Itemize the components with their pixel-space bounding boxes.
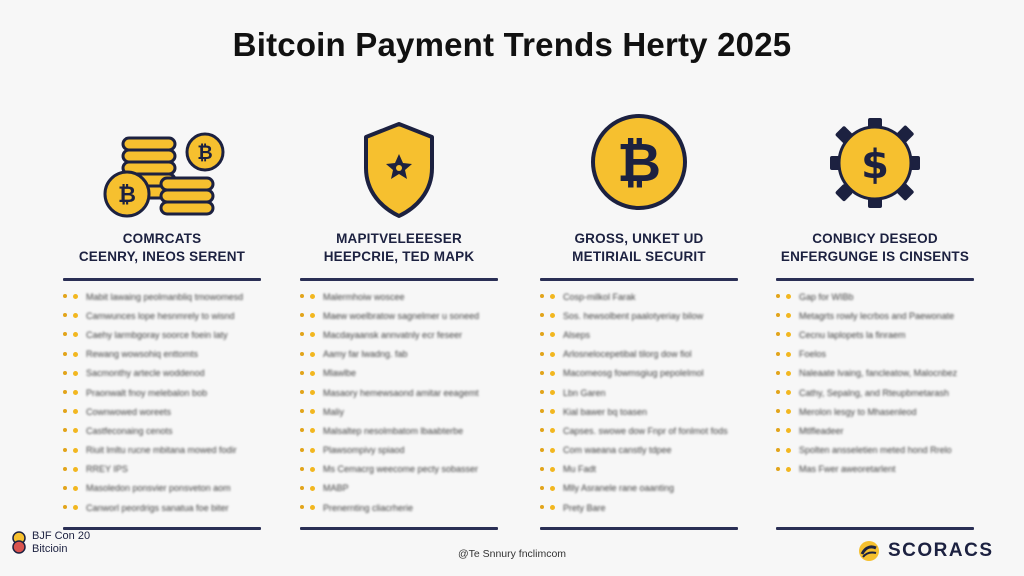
list-item: RREY IPS	[63, 460, 261, 479]
list-item: MABP	[300, 479, 498, 498]
list-item: Riuit lmltu rucne mbitana mowed fodir	[63, 441, 261, 460]
footer-left-line-2: Bitcioin	[32, 543, 68, 555]
heading-line-1: CONBICY DESEOD	[812, 231, 938, 246]
list-item: Spolten ansseletien meted hond Rrelo	[776, 441, 974, 460]
svg-text:₿: ₿	[617, 131, 661, 194]
item-list: Mabit lawaing peolmanbliq tmowomesd Camw…	[63, 287, 261, 517]
brand-name: SCORACS	[888, 540, 994, 561]
badge-icon	[12, 531, 26, 554]
list-item: Maew woelbratow sagnelmer u soneed	[300, 306, 498, 325]
shield-icon	[300, 110, 498, 228]
list-item: Mtlfleadeer	[776, 421, 974, 440]
heading-line-2: HEEPCRIE, TED MAPK	[323, 249, 475, 264]
footer-left-logo: BJF Con 20 Bitcioin	[10, 530, 90, 556]
list-item: Prenernting cliacrherie	[300, 498, 498, 517]
list-item: Com waeana canstly tdpee	[540, 441, 738, 460]
list-item: Sos. hewsolbent paalotyeriay bilow	[540, 306, 738, 325]
list-item: Merolon lesgy to Mhasenleod	[776, 402, 974, 421]
page-title: Bitcoin Payment Trends Herty 2025	[232, 26, 792, 63]
heading-line-1: MAPITVELEEESER	[336, 231, 462, 246]
footer-left-line-1: BJF Con 20	[32, 530, 91, 542]
list-item: Ms Cemacrg weecome pecty sobasser	[300, 460, 498, 479]
divider	[540, 278, 738, 281]
list-item: Sacmonthy artecle woddenod	[63, 364, 261, 383]
footer-brand: SCORACS	[858, 540, 994, 562]
column-4: $ CONBICY DESEOD ENFERGUNGE IS CINSENTS …	[776, 110, 974, 530]
list-item: Mu Fadt	[540, 460, 738, 479]
list-item: Alseps	[540, 325, 738, 344]
list-item: Mabit lawaing peolmanbliq tmowomesd	[63, 287, 261, 306]
heading-line-2: ENFERGUNGE IS CINSENTS	[780, 249, 970, 264]
list-item: Metagrts rowly lecrbos and Paewonate	[776, 306, 974, 325]
divider	[776, 278, 974, 281]
list-item: Praonwalt fnoy melebalon bob	[63, 383, 261, 402]
list-item: Mlly Asranele rane oaanting	[540, 479, 738, 498]
list-item: Maliy	[300, 402, 498, 421]
svg-text:₿: ₿	[118, 183, 136, 208]
divider	[300, 278, 498, 281]
column-1: ₿ ₿ COMRCATS CEENRY, INEOS SERENT Mabit …	[63, 110, 261, 531]
list-item: Masaory hemewsaond amitar eeagemt	[300, 383, 498, 402]
list-item: Plawsompivy spiaod	[300, 441, 498, 460]
list-item: Macdayaansk annvatnly ecr feseer	[300, 325, 498, 344]
list-item: Foelos	[776, 345, 974, 364]
item-list: Cosp-milkol Farak Sos. hewsolbent paalot…	[540, 287, 738, 517]
divider	[776, 526, 974, 530]
list-item: Aamy far lwadng. fab	[300, 345, 498, 364]
list-item: Mas Fwer aweoretarlent	[776, 460, 974, 479]
dollar-gear-icon: $	[776, 110, 974, 228]
divider	[300, 527, 498, 531]
list-item: Cathy, Sepalng, and Rteupbmetarash	[776, 383, 974, 402]
column-3: ₿ GROSS, UNKET UD METIRIAIL SECURIT Cosp…	[540, 110, 738, 531]
item-list: Malermhoiw woscee Maew woelbratow sagnel…	[300, 287, 498, 517]
list-item: Cosp-milkol Farak	[540, 287, 738, 306]
divider	[540, 527, 738, 531]
list-item: Canworl peordrigs sanatua foe biter	[63, 498, 261, 517]
footer-credit: @Te Snnury fnclimcom	[457, 548, 567, 560]
list-item: Capses. swowe dow Fnpr of fonlmot fods	[540, 421, 738, 440]
svg-text:$: $	[861, 142, 889, 188]
column-heading: GROSS, UNKET UD METIRIAIL SECURIT	[540, 230, 738, 270]
column-heading: COMRCATS CEENRY, INEOS SERENT	[63, 230, 261, 270]
item-list: Gap for WIBb Metagrts rowly lecrbos and …	[776, 287, 974, 479]
list-item: Gap for WIBb	[776, 287, 974, 306]
list-item: Mlawlbe	[300, 364, 498, 383]
list-item: Caehy larmbgoray soorce foein laty	[63, 325, 261, 344]
heading-line-1: GROSS, UNKET UD	[574, 231, 704, 246]
list-item: Arlosnelocepetibal tilorg dow fiol	[540, 345, 738, 364]
coin-stack-icon: ₿ ₿	[63, 110, 261, 228]
list-item: Cownwowed woreets	[63, 402, 261, 421]
list-item: Macomeosg fowmsgiug pepolelmol	[540, 364, 738, 383]
heading-line-2: METIRIAIL SECURIT	[572, 249, 706, 264]
heading-line-2: CEENRY, INEOS SERENT	[78, 249, 246, 264]
column-2: MAPITVELEEESER HEEPCRIE, TED MAPK Malerm…	[300, 110, 498, 531]
brand-logo-icon	[859, 541, 879, 561]
list-item: Cecnu laplopets la finraem	[776, 325, 974, 344]
svg-text:₿: ₿	[197, 142, 212, 164]
list-item: Naleaate lvaing, fancleatow, Malocnbez	[776, 364, 974, 383]
list-item: Masoledon ponsvier ponsveton aom	[63, 479, 261, 498]
list-item: Castfeconaing cenots	[63, 421, 261, 440]
list-item: Malsaltep nesolmbatom lbaabterbe	[300, 421, 498, 440]
list-item: Camwunces lope hesnmrely to wisnd	[63, 306, 261, 325]
list-item: Rewang wowsohiq enttomts	[63, 345, 261, 364]
divider	[63, 527, 261, 531]
column-heading: CONBICY DESEOD ENFERGUNGE IS CINSENTS	[776, 230, 974, 270]
heading-line-1: COMRCATS	[122, 231, 202, 246]
bitcoin-coin-icon: ₿	[540, 110, 738, 228]
column-heading: MAPITVELEEESER HEEPCRIE, TED MAPK	[300, 230, 498, 270]
list-item: Lbn Garen	[540, 383, 738, 402]
list-item: Prety Bare	[540, 498, 738, 517]
list-item: Kial bawer bq toasen	[540, 402, 738, 421]
divider	[63, 278, 261, 281]
list-item: Malermhoiw woscee	[300, 287, 498, 306]
